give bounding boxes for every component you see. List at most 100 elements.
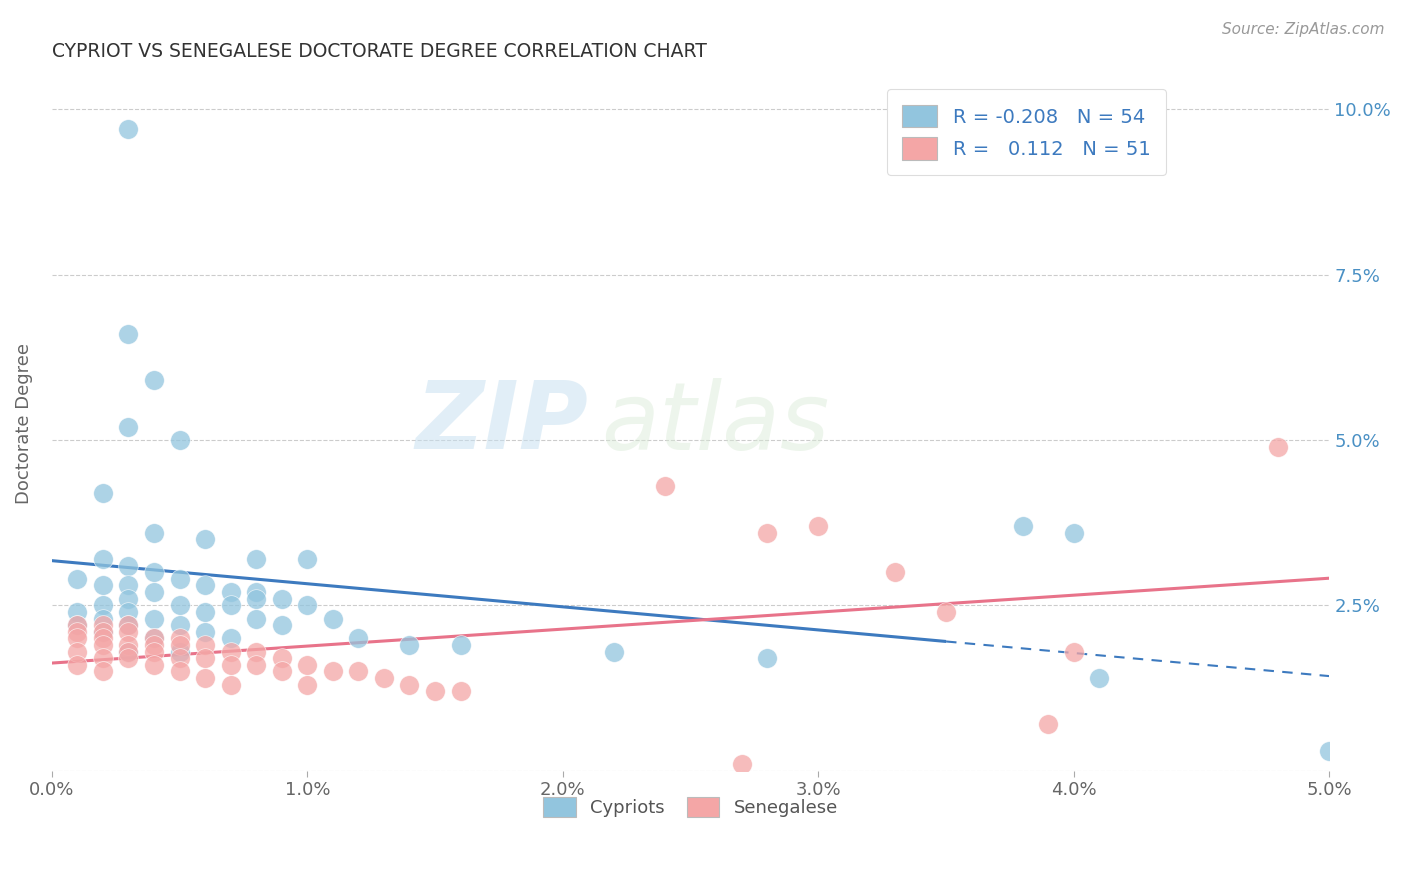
Point (143, 611, 166, 625)
Point (91, 651, 114, 665)
Point (143, 525, 166, 540)
Point (66, 605, 89, 619)
Point (219, 657, 242, 672)
Point (219, 585, 242, 599)
Point (91, 578, 114, 592)
Point (169, 651, 191, 665)
Point (91, 611, 114, 625)
Point (219, 632, 242, 646)
Point (450, 638, 472, 652)
Point (297, 678, 319, 692)
Legend: Cypriots, Senegalese: Cypriots, Senegalese (536, 789, 845, 824)
Point (450, 684, 472, 698)
Point (270, 665, 292, 679)
Point (117, 558, 139, 573)
Point (66, 624, 89, 639)
Point (347, 632, 370, 646)
Point (194, 605, 217, 619)
Point (194, 532, 217, 546)
Point (219, 645, 242, 659)
Point (143, 645, 166, 659)
Point (117, 618, 139, 632)
Point (91, 486, 114, 500)
Point (1063, 525, 1085, 540)
Point (194, 638, 217, 652)
Point (143, 374, 166, 388)
Point (66, 572, 89, 586)
Point (91, 624, 114, 639)
Point (117, 651, 139, 665)
Point (169, 645, 191, 659)
Text: ZIP: ZIP (416, 377, 588, 469)
Point (219, 678, 242, 692)
Point (245, 591, 267, 606)
Point (117, 591, 139, 606)
Point (245, 657, 267, 672)
Point (194, 671, 217, 685)
Point (194, 578, 217, 592)
Point (117, 638, 139, 652)
Y-axis label: Doctorate Degree: Doctorate Degree (15, 343, 32, 504)
Point (169, 572, 191, 586)
Point (117, 122, 139, 136)
Point (654, 479, 676, 493)
Point (66, 618, 89, 632)
Point (91, 665, 114, 679)
Point (66, 657, 89, 672)
Point (245, 611, 267, 625)
Point (169, 618, 191, 632)
Point (807, 519, 830, 533)
Point (297, 657, 319, 672)
Point (603, 645, 626, 659)
Point (91, 618, 114, 632)
Point (245, 585, 267, 599)
Point (117, 419, 139, 434)
Point (297, 552, 319, 566)
Point (731, 757, 754, 772)
Point (756, 651, 779, 665)
Point (66, 618, 89, 632)
Point (297, 599, 319, 613)
Point (91, 599, 114, 613)
Point (270, 651, 292, 665)
Point (1088, 671, 1111, 685)
Text: CYPRIOT VS SENEGALESE DOCTORATE DEGREE CORRELATION CHART: CYPRIOT VS SENEGALESE DOCTORATE DEGREE C… (52, 42, 707, 61)
Point (169, 433, 191, 447)
Point (1063, 645, 1085, 659)
Point (373, 671, 395, 685)
Point (884, 566, 907, 580)
Point (143, 632, 166, 646)
Point (347, 665, 370, 679)
Point (1038, 717, 1060, 731)
Point (245, 552, 267, 566)
Point (169, 665, 191, 679)
Point (91, 552, 114, 566)
Point (423, 684, 446, 698)
Point (1267, 440, 1289, 454)
Point (194, 651, 217, 665)
Point (756, 525, 779, 540)
Point (1011, 519, 1033, 533)
Point (143, 632, 166, 646)
Point (91, 624, 114, 639)
Point (117, 327, 139, 342)
Point (117, 645, 139, 659)
Point (169, 638, 191, 652)
Point (117, 624, 139, 639)
Point (91, 638, 114, 652)
Point (322, 665, 344, 679)
Point (66, 632, 89, 646)
Point (245, 645, 267, 659)
Point (169, 632, 191, 646)
Point (322, 611, 344, 625)
Point (117, 605, 139, 619)
Point (398, 638, 420, 652)
Point (398, 678, 420, 692)
Point (117, 578, 139, 592)
Point (143, 585, 166, 599)
Point (169, 599, 191, 613)
Point (91, 632, 114, 646)
Point (270, 618, 292, 632)
Point (117, 645, 139, 659)
Point (143, 657, 166, 672)
